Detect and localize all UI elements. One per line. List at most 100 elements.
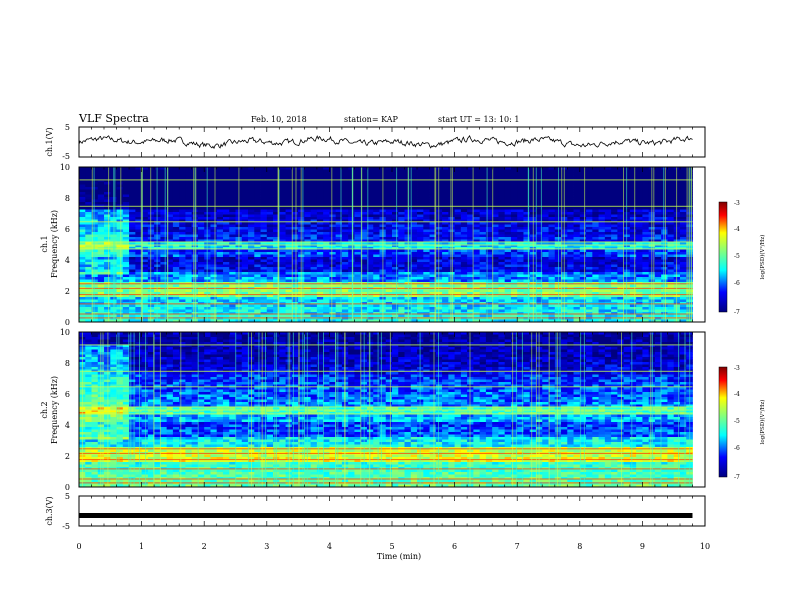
spectrogram-cell [498, 212, 506, 215]
spectrogram-cell [185, 209, 193, 213]
spectrogram-cell [573, 207, 581, 210]
spectrogram-cell [592, 212, 599, 215]
spectrogram-cell [604, 254, 612, 258]
spectrogram-cell [210, 184, 218, 188]
spectrogram-cell [385, 202, 393, 205]
spectrogram-cell [460, 264, 468, 268]
spectrogram-cell [366, 292, 374, 295]
spectrogram-cell [398, 252, 405, 255]
spectrogram-cell [492, 252, 499, 255]
spectrogram-cell [586, 232, 593, 235]
spectrogram-cell [222, 242, 230, 245]
spectrogram-cell [654, 177, 662, 180]
spectrogram-cell [592, 177, 599, 180]
spectrogram-cell [679, 217, 687, 220]
spectrogram-cell [360, 292, 368, 295]
spectrogram-cell [617, 167, 625, 170]
spectrogram-cell [586, 262, 593, 265]
spectrogram-cell [185, 224, 193, 228]
spectrogram-cell [129, 284, 136, 288]
spectrogram-cell [91, 212, 99, 215]
spectrogram-cell [210, 187, 218, 190]
spectrogram-cell [248, 279, 255, 283]
spectrogram-cell [467, 289, 474, 293]
spectrogram-cell [222, 232, 230, 235]
spectrogram-cell [316, 177, 324, 180]
spectrogram-cell [485, 269, 493, 273]
spectrogram-cell [348, 257, 355, 260]
spectrogram-cell [222, 202, 230, 205]
spectrogram-cell [122, 219, 130, 223]
spectrogram-cell [285, 259, 293, 263]
spectrogram-cell [517, 227, 524, 230]
spectrogram-cell [172, 197, 180, 200]
spectrogram-cell [85, 249, 92, 253]
spectrogram-cell [279, 264, 286, 268]
spectrogram-cell [392, 212, 399, 215]
spectrogram-cell [229, 217, 236, 220]
spectrogram-cell [241, 289, 249, 293]
spectrogram-cell [285, 187, 293, 190]
spectrogram-cell [273, 279, 280, 283]
spectrogram-cell [504, 252, 512, 255]
spectrogram-cell [285, 262, 293, 265]
spectrogram-cell [417, 197, 424, 200]
spectrogram-cell [642, 189, 650, 193]
spectrogram-cell [373, 199, 380, 203]
spectrogram-cell [467, 232, 474, 235]
spectrogram-cell [241, 207, 249, 210]
spectrogram-cell [135, 227, 142, 230]
spectrogram-cell [567, 244, 574, 248]
spectrogram-cell [291, 189, 299, 193]
spectrogram-cell [510, 264, 518, 268]
spectrogram-cell [348, 244, 355, 248]
spectrogram-cell [642, 212, 650, 215]
spectrogram-cell [216, 269, 224, 273]
spectrogram-cell [160, 187, 168, 190]
spectrogram-cell [661, 262, 668, 265]
spectrogram-cell [348, 217, 355, 220]
spectrogram-cell [510, 289, 518, 293]
spectrogram-cell [586, 224, 593, 228]
spectrogram-cell [216, 237, 224, 240]
figure-title: VLF Spectra [78, 112, 149, 125]
spectrogram-cell [285, 222, 293, 225]
spectrogram-cell [366, 277, 374, 280]
spectrogram-cell [548, 262, 556, 265]
spectrogram-cell [222, 217, 230, 220]
spectrogram-cell [185, 192, 193, 195]
spectrogram-cell [248, 219, 255, 223]
spectrogram-cell [266, 197, 274, 200]
spectrogram-cell [179, 174, 186, 178]
spectrogram-cell [335, 269, 343, 273]
spectrogram-cell [523, 277, 531, 280]
spectrogram-cell [679, 182, 687, 185]
spectrogram-cell [442, 194, 449, 198]
spectrogram-cell [661, 219, 668, 223]
spectrogram-cell [360, 184, 368, 188]
spectrogram-cell [79, 229, 86, 233]
spectrogram-cell [510, 274, 518, 278]
spectrogram-cell [85, 192, 92, 195]
spectrogram-cell [642, 232, 650, 235]
spectrogram-cell [448, 172, 455, 175]
spectrogram-cell [166, 192, 174, 195]
spectrogram-cell [222, 289, 230, 293]
spectrogram-cell [122, 232, 130, 235]
spectrogram-cell [323, 202, 330, 205]
spectrogram-cell [197, 244, 205, 248]
spectrogram-cell [542, 177, 549, 180]
spectrogram-cell [104, 254, 111, 258]
spectrogram-cell [104, 217, 111, 220]
spectrogram-cell [417, 179, 424, 183]
spectrogram-cell [310, 199, 318, 203]
spectrogram-cell [492, 212, 499, 215]
spectrogram-cell [316, 249, 324, 253]
spectrogram-cell [229, 244, 236, 248]
spectrogram-cell [636, 257, 643, 260]
spectrogram-cell [586, 244, 593, 248]
spectrogram-cell [354, 234, 362, 238]
spectrogram-cell [517, 217, 524, 220]
spectrogram-cell [248, 239, 255, 243]
spectrogram-cell [135, 209, 142, 213]
